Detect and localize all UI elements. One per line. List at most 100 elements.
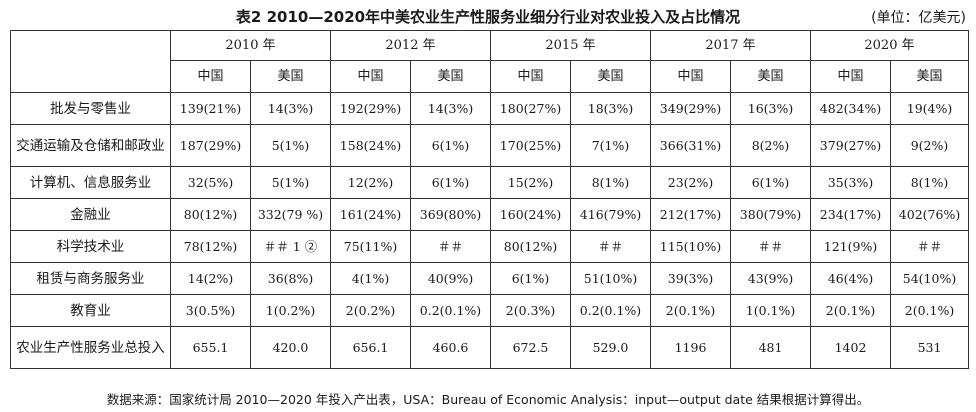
cell-usa: 6(1%) <box>410 166 491 199</box>
cell-usa: 2(0.1%) <box>890 294 969 327</box>
cell-usa: ＃＃ <box>570 230 651 263</box>
cell-china: 12(2%) <box>330 166 411 199</box>
cell-usa: 16(3%) <box>730 92 811 125</box>
cell-china: 212(17%) <box>650 198 731 231</box>
cell-china: 234(17%) <box>810 198 891 231</box>
year-header: 2012 年 <box>330 30 491 61</box>
cell-china: 1196 <box>650 326 731 369</box>
cell-usa: 531 <box>890 326 969 369</box>
country-header-china: 中国 <box>330 60 411 93</box>
cell-usa: 18(3%) <box>570 92 651 125</box>
cell-usa: ＃＃ <box>410 230 491 263</box>
cell-china: 139(21%) <box>170 92 251 125</box>
cell-china: 32(5%) <box>170 166 251 199</box>
cell-china: 6(1%) <box>490 262 571 295</box>
table-title: 表2 2010—2020年中美农业生产性服务业细分行业对农业投入及占比情况 <box>235 8 741 26</box>
cell-china: 180(27%) <box>490 92 571 125</box>
cell-usa: 51(10%) <box>570 262 651 295</box>
cell-usa: 8(2%) <box>730 124 811 167</box>
year-header: 2010 年 <box>170 30 331 61</box>
cell-usa: 14(3%) <box>250 92 331 125</box>
cell-china: 349(29%) <box>650 92 731 125</box>
cell-china: 46(4%) <box>810 262 891 295</box>
cell-china: 23(2%) <box>650 166 731 199</box>
table-row: 批发与零售业 139(21%) 14(3%) 192(29%) 14(3%) 180(27… <box>10 92 969 125</box>
table-row: 租赁与商务服务业 14(2%) 36(8%) 4(1%) 40(9%) 6(1%) 51(1… <box>10 262 969 295</box>
cell-china: 35(3%) <box>810 166 891 199</box>
cell-china: 170(25%) <box>490 124 571 167</box>
cell-usa: 481 <box>730 326 811 369</box>
row-label: 批发与零售业 <box>10 92 171 125</box>
cell-usa: 6(1%) <box>730 166 811 199</box>
cell-usa: 9(2%) <box>890 124 969 167</box>
data-table: 2010 年 2012 年 2015 年 2017 年 2020 年 中国 美国… <box>10 30 969 369</box>
cell-china: 655.1 <box>170 326 251 369</box>
row-label: 租赁与商务服务业 <box>10 262 171 295</box>
cell-usa: 8(1%) <box>570 166 651 199</box>
cell-usa: ＃＃ <box>890 230 969 263</box>
country-header-usa: 美国 <box>570 60 651 93</box>
cell-china: 15(2%) <box>490 166 571 199</box>
cell-usa: ＃＃ 1 ② <box>250 230 331 263</box>
cell-china: 80(12%) <box>490 230 571 263</box>
cell-usa: 369(80%) <box>410 198 491 231</box>
table-row: 交通运输及仓储和邮政业 187(29%) 5(1%) 158(24%) 6(1%) 170… <box>10 124 969 167</box>
cell-china: 158(24%) <box>330 124 411 167</box>
cell-usa: 43(9%) <box>730 262 811 295</box>
cell-usa: 1(0.1%) <box>730 294 811 327</box>
country-header-china: 中国 <box>650 60 731 93</box>
year-header: 2020 年 <box>810 30 969 61</box>
row-label: 交通运输及仓储和邮政业 <box>10 124 171 167</box>
cell-usa: 0.2(0.1%) <box>570 294 651 327</box>
country-header-usa: 美国 <box>410 60 491 93</box>
table-row: 农业生产性服务业总投入 655.1 420.0 656.1 460.6 672.5 529.… <box>10 326 969 369</box>
table-row: 金融业 80(12%) 332(79 %) 161(24%) 369(80%) 160(2… <box>10 198 969 231</box>
cell-china: 656.1 <box>330 326 411 369</box>
country-header-row: 中国 美国 中国 美国 中国 美国 中国 美国 中国 美国 <box>11 60 969 93</box>
cell-china: 3(0.5%) <box>170 294 251 327</box>
cell-usa: 36(8%) <box>250 262 331 295</box>
cell-china: 75(11%) <box>330 230 411 263</box>
cell-china: 160(24%) <box>490 198 571 231</box>
cell-china: 161(24%) <box>330 198 411 231</box>
cell-usa: 1(0.2%) <box>250 294 331 327</box>
row-label: 科学技术业 <box>10 230 171 263</box>
cell-china: 379(27%) <box>810 124 891 167</box>
country-header-usa: 美国 <box>250 60 331 93</box>
cell-usa: 7(1%) <box>570 124 651 167</box>
cell-china: 121(9%) <box>810 230 891 263</box>
cell-usa: 40(9%) <box>410 262 491 295</box>
cell-china: 187(29%) <box>170 124 251 167</box>
unit-label: (单位：亿美元) <box>871 10 966 26</box>
cell-usa: 5(1%) <box>250 124 331 167</box>
cell-usa: 0.2(0.1%) <box>410 294 491 327</box>
cell-usa: 5(1%) <box>250 166 331 199</box>
country-header-usa: 美国 <box>730 60 811 93</box>
cell-china: 1402 <box>810 326 891 369</box>
cell-china: 2(0.1%) <box>810 294 891 327</box>
country-header-china: 中国 <box>810 60 891 93</box>
row-label: 金融业 <box>10 198 171 231</box>
cell-china: 192(29%) <box>330 92 411 125</box>
cell-usa: 8(1%) <box>890 166 969 199</box>
cell-china: 366(31%) <box>650 124 731 167</box>
cell-usa: 529.0 <box>570 326 651 369</box>
source-note: 数据来源：国家统计局 2010—2020 年投入产出表，USA：Bureau o… <box>106 392 870 407</box>
cell-china: 2(0.2%) <box>330 294 411 327</box>
table-row: 科学技术业 78(12%) ＃＃ 1 ② 75(11%) ＃＃ 80(12%) ＃＃ 115(… <box>10 230 969 263</box>
country-header-usa: 美国 <box>890 60 969 93</box>
cell-china: 39(3%) <box>650 262 731 295</box>
year-header-row: 2010 年 2012 年 2015 年 2017 年 2020 年 <box>10 30 969 93</box>
cell-china: 14(2%) <box>170 262 251 295</box>
cell-usa: 402(76%) <box>890 198 969 231</box>
year-header: 2017 年 <box>650 30 811 61</box>
cell-usa: ＃＃ <box>730 230 811 263</box>
year-header: 2015 年 <box>490 30 651 61</box>
cell-usa: 6(1%) <box>410 124 491 167</box>
row-label: 教育业 <box>10 294 171 327</box>
cell-usa: 54(10%) <box>890 262 969 295</box>
table-header: 表2 2010—2020年中美农业生产性服务业细分行业对农业投入及占比情况 (单… <box>0 0 976 32</box>
cell-china: 672.5 <box>490 326 571 369</box>
corner-cell <box>10 30 171 93</box>
cell-china: 78(12%) <box>170 230 251 263</box>
